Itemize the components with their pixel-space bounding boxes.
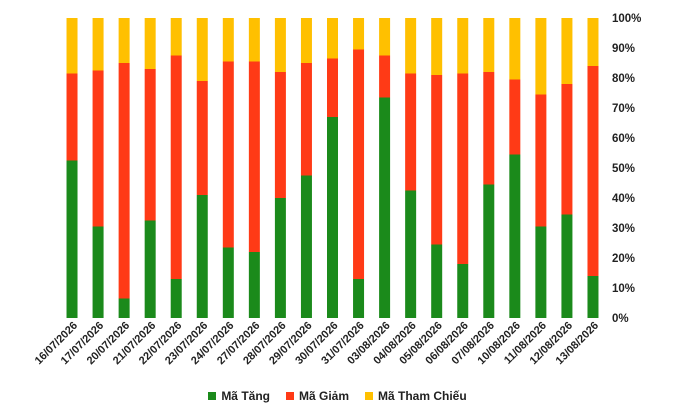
y-axis-ticks: 0% 10% 20% 30% 40% 50% 60% 70% 80% 90% 100% <box>612 13 641 325</box>
bar-segment-tham-chieu <box>66 18 78 74</box>
y-tick-label: 80% <box>612 73 635 85</box>
bar-segment-tham-chieu <box>327 18 338 59</box>
bar-segment-tham-chieu <box>483 18 495 72</box>
bar-segment-giam <box>274 72 286 198</box>
bar-segment-tang <box>353 279 365 318</box>
y-tick-label: 20% <box>612 253 635 265</box>
y-tick-label: 30% <box>612 223 635 235</box>
bar-segment-tham-chieu <box>144 18 156 69</box>
y-tick-label: 90% <box>612 43 635 55</box>
bar-segment-giam <box>509 79 521 155</box>
bar-segment-tham-chieu <box>561 18 573 84</box>
bar-segment-giam <box>300 63 312 176</box>
bar-segment-tham-chieu <box>196 18 208 81</box>
bar-segment-giam <box>405 73 417 191</box>
legend-item: Mã Tham Chiếu <box>365 389 467 403</box>
bar-segment-tang <box>248 252 260 318</box>
y-tick-label: 40% <box>612 193 635 205</box>
bar-segment-tham-chieu <box>170 18 182 56</box>
bar-segment-giam <box>483 72 495 185</box>
bar-segment-tang <box>274 198 286 318</box>
bar-segment-tang <box>118 298 130 318</box>
bar-segment-giam <box>353 49 365 279</box>
bar-segment-giam <box>248 61 260 252</box>
y-tick-label: 10% <box>612 283 635 295</box>
legend-label: Mã Tăng <box>221 389 270 403</box>
bar-segment-tang <box>509 154 521 318</box>
legend-swatch <box>208 392 217 400</box>
y-tick-label: 0% <box>612 313 629 325</box>
y-tick-label: 50% <box>612 163 635 175</box>
bar-segment-tang <box>457 264 469 318</box>
bar-segment-giam <box>327 58 338 117</box>
bar-segment-tang <box>222 247 234 318</box>
y-tick-label: 100% <box>612 13 641 25</box>
y-tick-label: 60% <box>612 133 635 145</box>
bar-segment-tang <box>587 276 599 318</box>
bar-segment-tang <box>66 160 78 318</box>
legend-label: Mã Giảm <box>298 389 349 403</box>
bar-segment-tham-chieu <box>457 18 469 74</box>
bar-segment-tang <box>561 214 573 318</box>
bar-segment-giam <box>561 84 573 215</box>
bar-segment-giam <box>222 61 234 248</box>
bar-segment-tham-chieu <box>274 18 286 72</box>
bar-segment-tham-chieu <box>587 18 599 66</box>
legend-swatch <box>365 392 373 400</box>
bar-segment-giam <box>144 69 156 221</box>
bar-segment-tang <box>431 244 443 318</box>
legend: Mã Tăng Mã Giảm Mã Tham Chiếu <box>0 389 675 403</box>
y-tick-label: 70% <box>612 103 635 115</box>
bar-segment-tang <box>92 226 104 318</box>
legend-label: Mã Tham Chiếu <box>378 389 467 403</box>
bar-segment-tham-chieu <box>300 18 312 63</box>
bar-segment-giam <box>535 94 547 227</box>
bar-segment-giam <box>196 81 208 195</box>
bar-segment-tham-chieu <box>379 18 391 56</box>
bar-segment-giam <box>431 75 443 245</box>
bar-segment-giam <box>457 73 469 264</box>
bar-segment-tang <box>483 184 495 318</box>
bar-segment-giam <box>379 55 391 98</box>
legend-swatch <box>285 392 294 400</box>
bar-segment-giam <box>118 63 130 299</box>
bar-segment-tham-chieu <box>222 18 234 62</box>
bars-group <box>66 18 599 318</box>
bar-segment-tham-chieu <box>431 18 443 75</box>
bar-segment-giam <box>587 66 599 276</box>
bar-segment-tang <box>535 226 547 318</box>
bar-segment-tang <box>144 220 156 318</box>
bar-segment-tham-chieu <box>92 18 104 71</box>
bar-segment-tang <box>300 175 312 318</box>
bar-segment-giam <box>66 73 78 161</box>
legend-item: Mã Giảm <box>285 389 349 403</box>
bar-segment-tang <box>170 279 182 318</box>
bar-segment-tang <box>196 195 208 318</box>
bar-segment-tham-chieu <box>353 18 365 50</box>
bar-segment-tham-chieu <box>509 18 521 80</box>
bar-segment-giam <box>92 70 104 227</box>
bar-segment-tang <box>327 117 338 318</box>
bar-segment-tham-chieu <box>118 18 130 63</box>
x-axis-ticks: 16/07/202617/07/202620/07/202621/07/2026… <box>33 320 601 367</box>
bar-segment-tang <box>379 97 391 318</box>
bar-segment-giam <box>170 55 182 279</box>
bar-segment-tham-chieu <box>535 18 547 95</box>
bar-segment-tang <box>405 190 417 318</box>
legend-item: Mã Tăng <box>208 389 270 403</box>
bar-segment-tham-chieu <box>405 18 417 74</box>
bar-segment-tham-chieu <box>248 18 260 62</box>
